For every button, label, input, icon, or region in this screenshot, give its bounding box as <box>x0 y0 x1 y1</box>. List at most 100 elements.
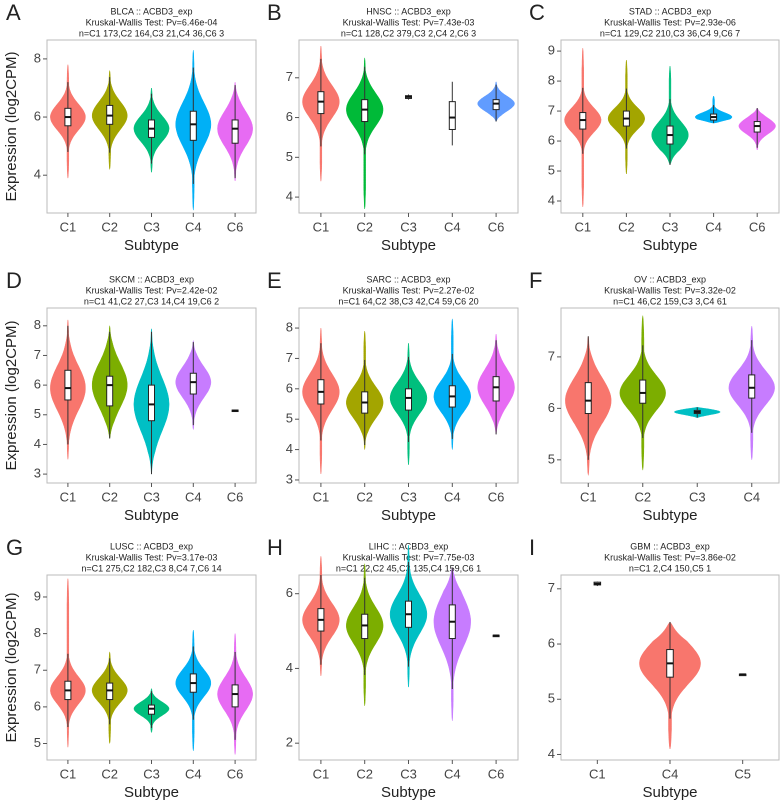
panel-test: Kruskal-Wallis Test: Pv=3.32e-02 <box>604 285 736 295</box>
y-tick-label: 6 <box>34 698 41 713</box>
x-axis-label: Subtype <box>124 784 179 801</box>
x-tick-label: C5 <box>734 766 751 781</box>
panel-letter: F <box>529 268 542 293</box>
y-tick-label: 5 <box>548 451 555 466</box>
x-tick-label: C1 <box>60 489 77 504</box>
y-tick-label: 5 <box>34 406 41 421</box>
y-tick-label: 5 <box>34 735 41 750</box>
x-tick-label: C1 <box>574 219 591 234</box>
x-tick-label: C3 <box>400 766 417 781</box>
x-axis-label: Subtype <box>642 237 697 254</box>
x-axis-label: Subtype <box>124 507 179 524</box>
x-tick-label: C6 <box>227 766 244 781</box>
y-tick-label: 6 <box>34 108 41 123</box>
x-tick-label: C6 <box>488 766 505 781</box>
y-tick-label: 7 <box>286 350 293 365</box>
box <box>189 110 197 141</box>
y-axis-label: Expression (log2CPM) <box>3 320 20 470</box>
x-axis-label: Subtype <box>381 507 436 524</box>
x-tick-label: C1 <box>580 489 597 504</box>
y-tick-label: 6 <box>548 132 555 147</box>
y-tick-label: 8 <box>34 625 41 640</box>
y-tick-label: 7 <box>548 102 555 117</box>
y-tick-label: 6 <box>548 635 555 650</box>
panel-title: LUSC :: ACBD3_exp <box>110 541 193 551</box>
x-tick-label: C2 <box>356 766 373 781</box>
x-tick-label: C6 <box>227 219 244 234</box>
x-tick-label: C3 <box>143 766 160 781</box>
y-tick-label: 7 <box>34 347 41 362</box>
x-tick-label: C3 <box>689 489 706 504</box>
y-tick-label: 2 <box>286 735 293 750</box>
box <box>584 382 592 415</box>
x-tick-label: C3 <box>400 489 417 504</box>
panel-title: STAD :: ACBD3_exp <box>629 6 711 16</box>
y-tick-label: 4 <box>286 441 293 456</box>
box <box>189 372 197 395</box>
panel-letter: D <box>6 268 22 293</box>
panel-title: GBM :: ACBD3_exp <box>630 541 710 551</box>
x-tick-label: C3 <box>662 219 679 234</box>
x-tick-label: C3 <box>400 219 417 234</box>
y-tick-label: 9 <box>34 588 41 603</box>
y-tick-label: 5 <box>548 162 555 177</box>
panel-letter: E <box>267 268 282 293</box>
x-tick-label: C2 <box>101 219 118 234</box>
panel-title: HNSC :: ACBD3_exp <box>366 6 451 16</box>
box <box>64 369 72 401</box>
panel-title: BLCA :: ACBD3_exp <box>110 6 192 16</box>
x-axis-label: Subtype <box>642 784 697 801</box>
x-tick-label: C1 <box>313 766 330 781</box>
y-tick-label: 8 <box>548 73 555 88</box>
panel-letter: H <box>267 535 283 560</box>
panel-test: Kruskal-Wallis Test: Pv=2.93e-06 <box>604 17 736 27</box>
box <box>231 119 239 144</box>
x-axis-label: Subtype <box>381 237 436 254</box>
x-tick-label: C1 <box>60 766 77 781</box>
y-tick-label: 6 <box>286 109 293 124</box>
box <box>231 684 239 708</box>
x-tick-label: C2 <box>101 489 118 504</box>
y-tick-label: 6 <box>548 400 555 415</box>
x-tick-label: C4 <box>185 489 202 504</box>
y-tick-label: 4 <box>548 192 555 207</box>
panel-title: OV :: ACBD3_exp <box>634 274 706 284</box>
x-axis-label: Subtype <box>124 237 179 254</box>
x-tick-label: C6 <box>488 219 505 234</box>
x-tick-label: C4 <box>662 766 679 781</box>
x-tick-label: C6 <box>488 489 505 504</box>
y-tick-label: 4 <box>286 660 293 675</box>
x-tick-label: C2 <box>356 489 373 504</box>
panel-letter: C <box>529 0 545 25</box>
y-tick-label: 9 <box>548 43 555 58</box>
x-tick-label: C1 <box>313 489 330 504</box>
y-axis-label: Expression (log2CPM) <box>3 51 20 201</box>
box <box>148 384 155 422</box>
y-tick-label: 3 <box>286 471 293 486</box>
y-tick-label: 8 <box>34 317 41 332</box>
y-tick-label: 3 <box>34 466 41 481</box>
x-tick-label: C3 <box>143 219 160 234</box>
x-tick-label: C1 <box>60 219 77 234</box>
panel-counts: n=C1 173,C2 164,C3 21,C4 36,C6 3 <box>79 28 224 38</box>
x-tick-label: C3 <box>143 489 160 504</box>
panel-letter: A <box>6 0 21 25</box>
x-tick-label: C4 <box>743 489 760 504</box>
x-tick-label: C4 <box>444 219 461 234</box>
plot-border <box>298 39 519 214</box>
panel-title: SARC :: ACBD3_exp <box>366 274 450 284</box>
x-tick-label: C2 <box>356 219 373 234</box>
x-tick-label: C4 <box>185 219 202 234</box>
plot-border <box>560 307 780 484</box>
box <box>106 375 114 407</box>
y-tick-label: 8 <box>34 50 41 65</box>
x-tick-label: C4 <box>444 489 461 504</box>
panel-test: Kruskal-Wallis Test: Pv=3.86e-02 <box>604 552 736 562</box>
x-tick-label: C4 <box>444 766 461 781</box>
